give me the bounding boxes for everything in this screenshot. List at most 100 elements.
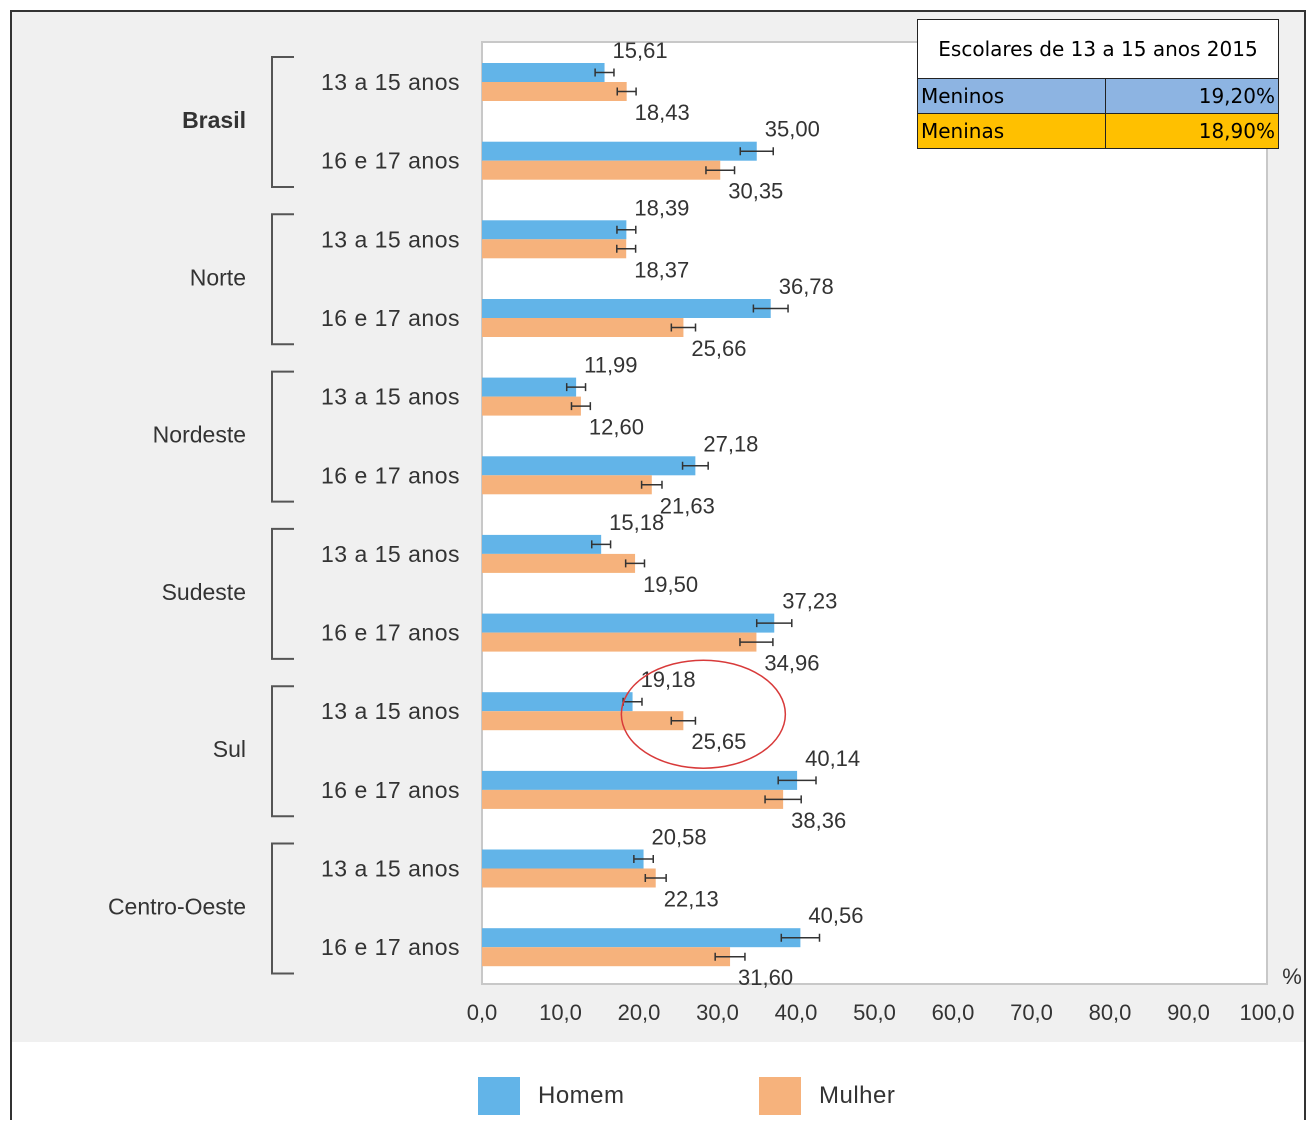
region-bracket xyxy=(271,370,294,503)
bar-mulher xyxy=(482,947,731,967)
bar-homem xyxy=(482,220,627,240)
legend-swatch-mulher xyxy=(759,1077,801,1115)
data-label-mulher: 19,50 xyxy=(643,572,698,597)
bar-mulher xyxy=(482,82,627,101)
data-label-mulher: 22,13 xyxy=(664,887,719,912)
info-label-meninas: Meninas xyxy=(917,113,1106,149)
age-label: 13 a 15 anos xyxy=(321,226,460,252)
data-label-mulher: 34,96 xyxy=(764,651,819,676)
x-tick-label: 50,0 xyxy=(853,1000,896,1025)
data-label-homem: 35,00 xyxy=(765,117,820,142)
bar-mulher xyxy=(482,475,652,495)
error-bar-homem xyxy=(755,619,793,628)
error-bar-homem xyxy=(752,304,789,313)
info-table: Escolares de 13 a 15 anos 2015 Meninos 1… xyxy=(917,19,1280,149)
bar-mulher xyxy=(482,711,684,731)
region-bracket xyxy=(271,213,294,346)
bar-homem xyxy=(482,456,696,476)
region-label: Nordeste xyxy=(153,422,246,448)
info-row-meninos: Meninos 19,20% xyxy=(917,78,1280,114)
age-label: 13 a 15 anos xyxy=(321,69,460,95)
data-label-mulher: 18,43 xyxy=(635,100,690,125)
data-label-homem: 40,14 xyxy=(805,746,860,771)
highlight-circle xyxy=(620,659,787,769)
age-label: 16 e 17 anos xyxy=(321,777,460,803)
info-table-title: Escolares de 13 a 15 anos 2015 xyxy=(917,19,1279,79)
region-label: Sudeste xyxy=(162,579,246,605)
bar-homem xyxy=(482,692,633,712)
data-label-homem: 19,18 xyxy=(641,667,696,692)
bar-homem xyxy=(482,377,577,397)
error-bar-homem xyxy=(565,383,587,392)
age-label: 13 a 15 anos xyxy=(321,384,460,410)
info-label-meninos: Meninos xyxy=(917,78,1106,114)
data-label-mulher: 30,35 xyxy=(728,179,783,204)
region-bracket xyxy=(271,527,294,660)
error-bar-mulher xyxy=(739,638,774,647)
bar-mulher xyxy=(482,160,721,180)
legend-item-mulher: Mulher xyxy=(759,1077,895,1115)
region-label: Centro-Oeste xyxy=(108,894,246,920)
error-bar-homem xyxy=(616,225,637,234)
error-bar-mulher xyxy=(570,402,592,411)
error-bar-mulher xyxy=(616,87,637,96)
bar-mulher xyxy=(482,396,581,416)
legend-label-homem: Homem xyxy=(538,1082,625,1109)
data-label-mulher: 21,63 xyxy=(660,493,715,518)
data-label-mulher: 25,66 xyxy=(691,336,746,361)
bar-chart: 0,0 10,0 20,0 30,0 40,0 50,0 60,0 70,0 80,0 90,0 1… xyxy=(108,38,1302,1025)
data-label-mulher: 38,36 xyxy=(791,808,846,833)
error-bar-homem xyxy=(590,540,612,549)
error-bar-mulher xyxy=(764,795,802,804)
chart-area: 0,0 10,0 20,0 30,0 40,0 50,0 60,0 70,0 80,0 90,0 1… xyxy=(12,12,1304,1042)
bar-homem xyxy=(482,928,801,948)
bar-homem xyxy=(482,849,644,869)
x-tick-label: 10,0 xyxy=(539,1000,582,1025)
legend-swatch-homem xyxy=(478,1077,520,1115)
info-value-meninas: 18,90% xyxy=(1104,113,1280,149)
x-tick-label: 0,0 xyxy=(467,1000,498,1025)
info-row-meninas: Meninas 18,90% xyxy=(917,113,1280,149)
data-label-homem: 15,18 xyxy=(609,510,664,535)
error-bar-mulher xyxy=(705,166,736,175)
error-bar-homem xyxy=(633,855,654,863)
data-label-mulher: 31,60 xyxy=(738,965,793,990)
x-tick-label: 20,0 xyxy=(618,1000,661,1025)
bar-mulher xyxy=(482,553,636,573)
age-label: 13 a 15 anos xyxy=(321,698,460,724)
age-label: 16 e 17 anos xyxy=(321,305,460,331)
bar-homem xyxy=(482,770,798,790)
data-label-mulher: 25,65 xyxy=(691,729,746,754)
x-tick-label: 80,0 xyxy=(1089,1000,1132,1025)
age-label: 16 e 17 anos xyxy=(321,934,460,960)
bar-mulher xyxy=(482,868,656,888)
bar-mulher xyxy=(482,239,627,259)
bar-homem xyxy=(482,141,757,161)
region-bracket xyxy=(271,685,294,818)
legend-item-homem: Homem xyxy=(478,1077,625,1115)
error-bar-mulher xyxy=(644,874,667,882)
bar-mulher xyxy=(482,789,784,809)
error-bar-homem xyxy=(594,68,615,77)
x-tick-label: 70,0 xyxy=(1010,1000,1053,1025)
data-label-homem: 11,99 xyxy=(584,353,637,378)
legend: Homem Mulher xyxy=(12,1052,1304,1122)
region-label: Brasil xyxy=(182,107,246,133)
data-label-mulher: 18,37 xyxy=(634,257,689,282)
error-bar-homem xyxy=(780,933,821,942)
data-label-mulher: 12,60 xyxy=(589,415,644,440)
bar-mulher xyxy=(482,632,757,652)
data-label-homem: 36,78 xyxy=(779,274,834,299)
error-bar-homem xyxy=(739,147,774,156)
data-label-homem: 27,18 xyxy=(703,431,758,456)
error-bar-homem xyxy=(777,776,817,785)
info-value-meninos: 19,20% xyxy=(1104,78,1280,114)
age-label: 13 a 15 anos xyxy=(321,541,460,567)
data-label-homem: 37,23 xyxy=(782,589,837,614)
legend-label-mulher: Mulher xyxy=(819,1082,896,1109)
error-bar-mulher xyxy=(670,716,697,725)
data-label-homem: 20,58 xyxy=(652,825,707,850)
error-bar-mulher xyxy=(616,244,637,253)
region-label: Sul xyxy=(213,736,246,762)
age-label: 16 e 17 anos xyxy=(321,620,460,646)
